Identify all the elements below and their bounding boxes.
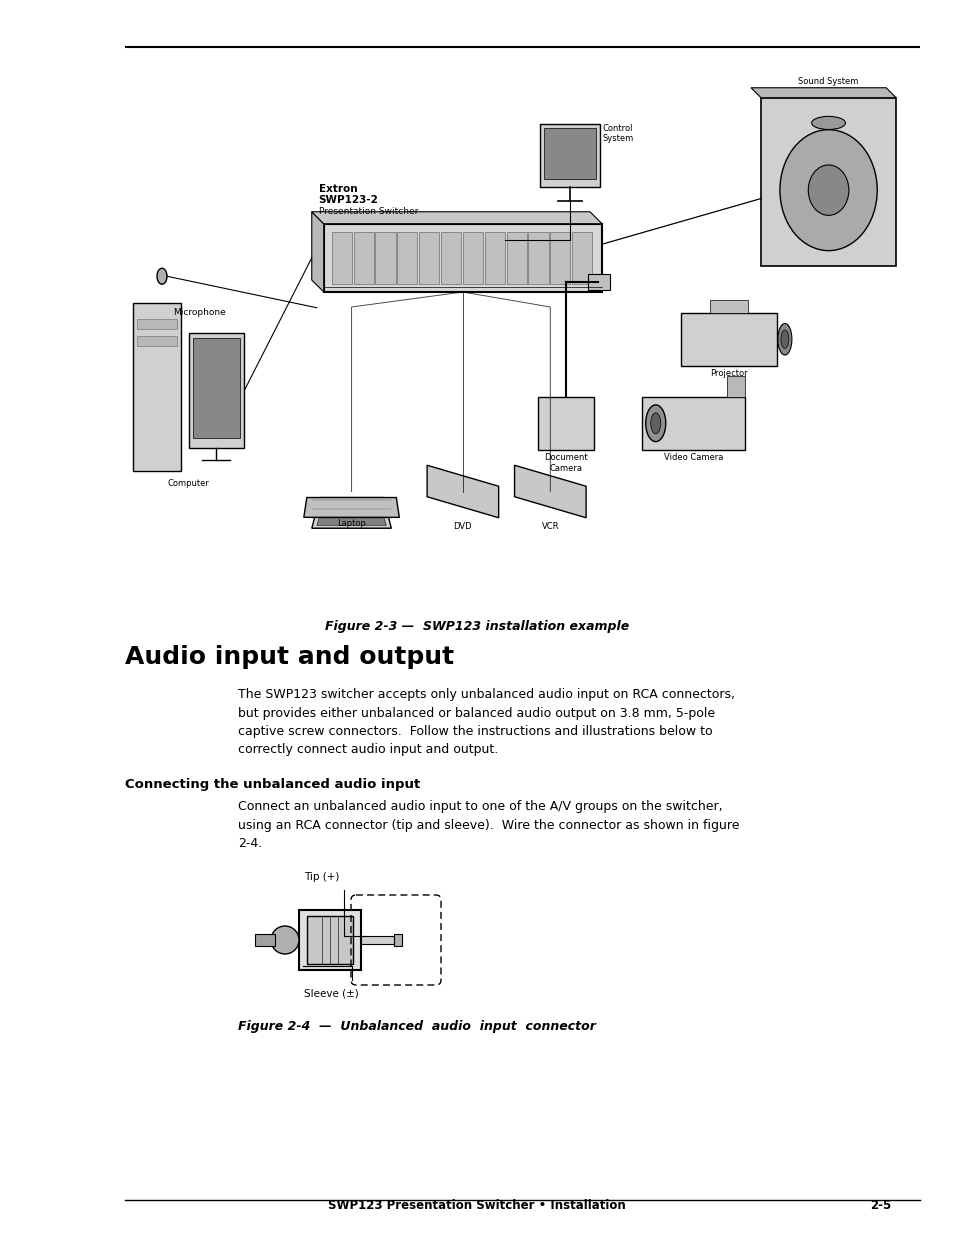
Polygon shape [303,498,399,517]
Polygon shape [750,88,895,98]
Bar [307,916,353,965]
Bar [323,224,601,291]
Ellipse shape [157,268,167,284]
Bar [462,232,482,284]
Text: Control
System: Control System [601,124,633,143]
Text: Projector: Projector [710,369,747,378]
Text: Microphone: Microphone [172,308,226,316]
Text: Document
Camera: Document Camera [544,453,587,473]
Text: Sleeve (±): Sleeve (±) [304,988,358,998]
Text: 2-5: 2-5 [869,1199,890,1212]
Bar [298,910,360,969]
Ellipse shape [650,412,660,433]
Text: Tip (+): Tip (+) [304,872,339,882]
Text: Sound System: Sound System [798,77,858,85]
Bar [587,273,609,289]
Text: Audio input and output: Audio input and output [125,645,454,669]
Bar [137,336,176,346]
Text: Connecting the unbalanced audio input: Connecting the unbalanced audio input [125,778,420,790]
Bar [394,934,401,946]
Text: Computer: Computer [168,478,210,488]
Ellipse shape [780,130,877,251]
Bar [484,232,504,284]
Text: DVD: DVD [453,521,472,531]
Bar [132,303,180,471]
Text: Figure 2-3 —  SWP123 installation example: Figure 2-3 — SWP123 installation example [325,620,628,634]
Polygon shape [514,466,585,517]
Polygon shape [316,500,386,525]
Bar [537,396,594,450]
Text: Connect an unbalanced audio input to one of the A/V groups on the switcher,
usin: Connect an unbalanced audio input to one… [237,800,739,850]
Bar [572,232,592,284]
Text: VCR: VCR [541,521,558,531]
Ellipse shape [271,926,298,953]
Ellipse shape [807,165,848,215]
Text: SWP123 Presentation Switcher • Installation: SWP123 Presentation Switcher • Installat… [328,1199,625,1212]
Bar [360,936,394,944]
Ellipse shape [811,116,844,130]
Text: The SWP123 switcher accepts only unbalanced audio input on RCA connectors,
but p: The SWP123 switcher accepts only unbalan… [237,688,734,757]
Bar [332,232,352,284]
Bar [375,232,395,284]
Bar [641,396,744,450]
Bar [189,332,244,448]
Text: SWP123-2: SWP123-2 [318,195,378,205]
Bar [193,337,240,438]
Bar [396,232,417,284]
Text: Presentation Switcher: Presentation Switcher [318,206,417,216]
Bar [528,232,548,284]
Bar [137,320,176,330]
Bar [680,312,776,366]
Ellipse shape [645,405,665,442]
Bar [418,232,439,284]
Bar [440,232,460,284]
Ellipse shape [781,330,788,348]
Polygon shape [312,211,601,224]
Bar [254,934,274,946]
Ellipse shape [777,324,791,354]
Bar [539,124,599,186]
Text: Figure 2-4  —  Unbalanced  audio  input  connector: Figure 2-4 — Unbalanced audio input conn… [237,1020,596,1032]
Text: Video Camera: Video Camera [663,453,722,462]
Bar [550,232,570,284]
Bar [726,375,744,396]
Bar [709,300,747,312]
Bar [506,232,526,284]
Text: Extron: Extron [318,184,357,194]
Polygon shape [427,466,498,517]
Bar [760,98,895,266]
Polygon shape [312,498,391,529]
Bar [544,128,596,179]
Bar [354,232,374,284]
Text: Laptop: Laptop [336,520,366,529]
Polygon shape [312,211,323,291]
